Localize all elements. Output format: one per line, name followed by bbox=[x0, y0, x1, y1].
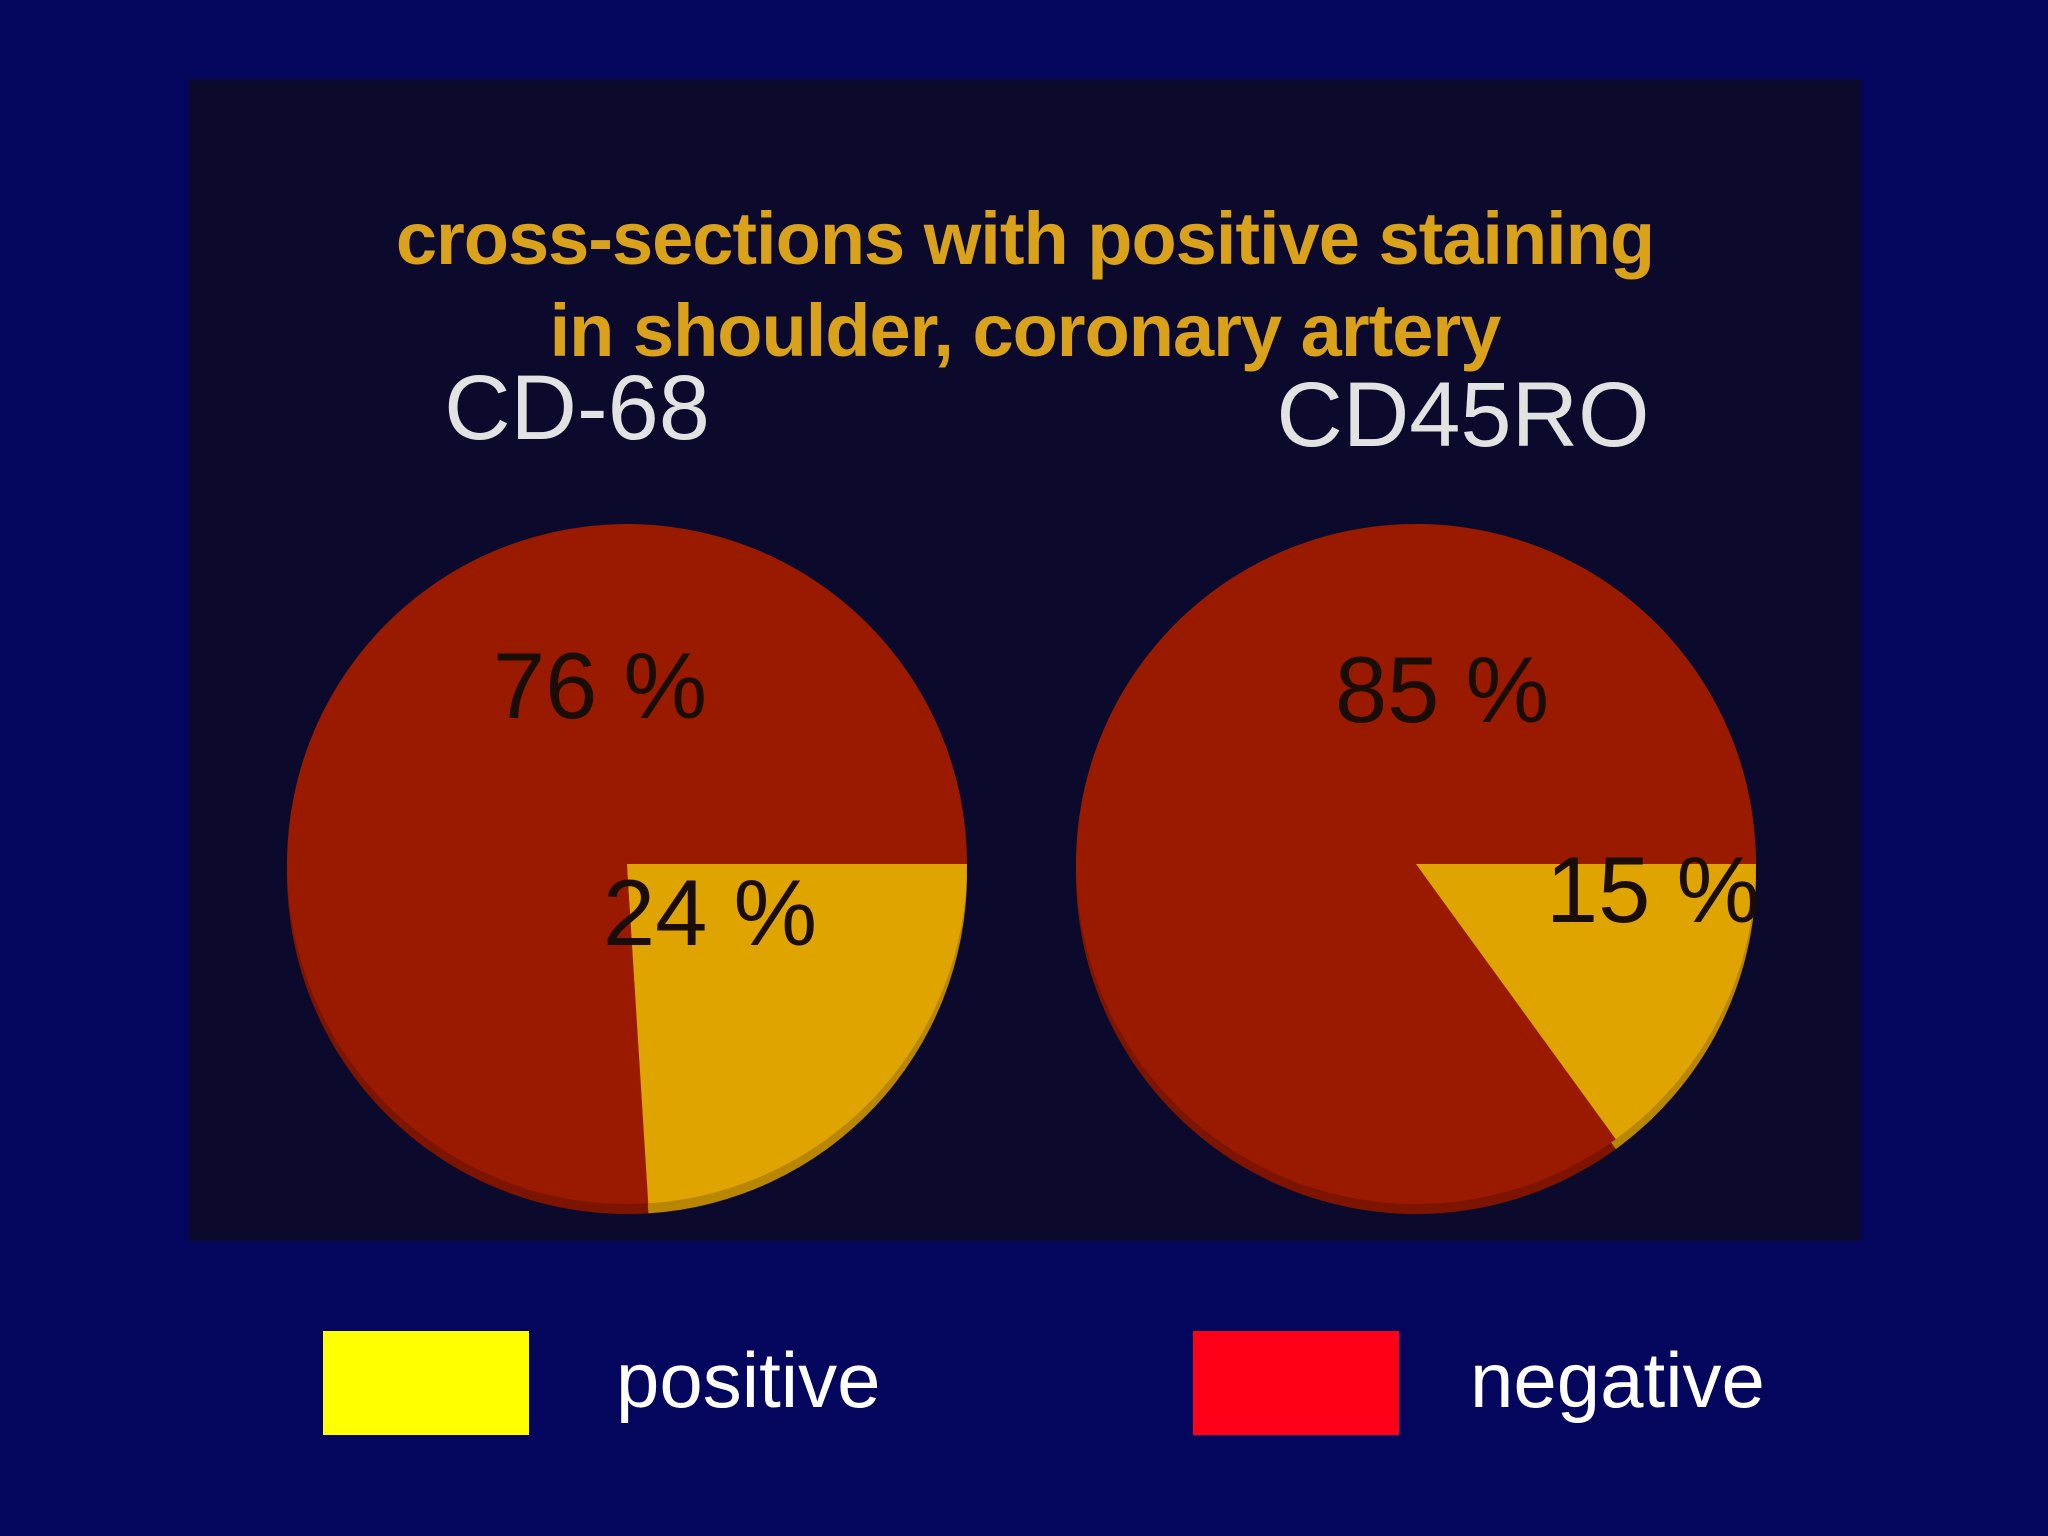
legend-swatch-negative bbox=[1193, 1331, 1399, 1435]
legend-swatch-positive bbox=[323, 1331, 529, 1435]
pie-1-label-positive: 24 % bbox=[603, 860, 817, 965]
pie-2-slice-negative bbox=[1076, 524, 1756, 1205]
pie-1-label-negative: 76 % bbox=[493, 633, 707, 738]
pie-2-label-negative: 85 % bbox=[1335, 637, 1549, 742]
pie-2-slice-positive bbox=[1416, 864, 1756, 1140]
chart-title-line-2: in shoulder, coronary artery bbox=[549, 289, 1502, 372]
chart-title: cross-sections with positive staining in… bbox=[189, 193, 1861, 377]
legend-label-negative: negative bbox=[1470, 1336, 1765, 1424]
pie-2-title: CD45RO bbox=[1276, 364, 1650, 466]
pie-1-title: CD-68 bbox=[444, 357, 710, 459]
pie-1-slice-positive bbox=[627, 864, 967, 1204]
chart-title-line-1: cross-sections with positive staining bbox=[395, 197, 1655, 280]
pie-1-slice-negative bbox=[286, 524, 967, 1204]
legend-label-positive: positive bbox=[616, 1336, 881, 1424]
pie-2-label-positive: 15 % bbox=[1546, 837, 1760, 942]
